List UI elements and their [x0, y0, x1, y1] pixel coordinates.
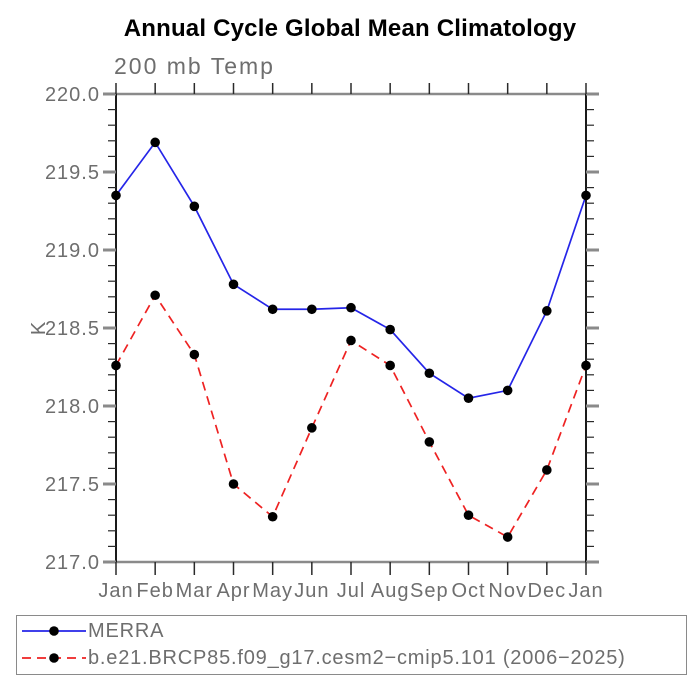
x-tick-label: Jul: [337, 580, 366, 602]
x-tick-label: Jan: [98, 580, 133, 602]
data-point-1-Dec: [542, 465, 552, 475]
data-point-1-Aug: [385, 360, 395, 371]
data-point-0-Jul: [346, 302, 356, 313]
x-tick-label: Mar: [176, 580, 213, 602]
x-tick-label: Jun: [294, 580, 329, 602]
chart-subtitle: 200 mb Temp: [114, 53, 275, 79]
data-point-0-Dec: [542, 306, 552, 316]
x-tick-label: Aug: [371, 580, 410, 602]
data-point-1-Jan: [111, 360, 121, 371]
y-tick-label: 218.0: [45, 396, 100, 418]
legend-label-model: b.e21.BRCP85.f09_g17.cesm2−cmip5.101 (20…: [88, 647, 626, 670]
x-tick-label: Feb: [136, 580, 173, 602]
legend-item-model: b.e21.BRCP85.f09_g17.cesm2−cmip5.101 (20…: [20, 645, 686, 673]
series-line-1: [115, 293, 587, 539]
legend-line-sample-solid: [22, 625, 86, 636]
data-point-1-May: [267, 511, 278, 522]
chart-title: Annual Cycle Global Mean Climatology: [123, 15, 577, 42]
data-point-0-Jan: [581, 190, 591, 201]
data-point-0-Aug: [385, 324, 395, 335]
data-point-0-Oct: [463, 393, 474, 404]
x-tick-label: Jan: [568, 580, 603, 602]
data-point-1-Nov: [502, 532, 513, 542]
data-point-0-Jan: [111, 190, 121, 201]
data-point-0-Sep: [424, 368, 435, 379]
y-tick-label: 219.5: [45, 162, 100, 184]
data-point-1-Sep: [424, 437, 435, 447]
legend-sample-marker: [49, 653, 59, 664]
x-tick-label: Dec: [528, 580, 567, 602]
x-tick-label: May: [252, 580, 293, 602]
y-tick-label: 217.0: [45, 552, 100, 574]
y-tick-label: 218.5: [45, 318, 100, 340]
legend-sample-marker: [49, 625, 59, 636]
y-axis-label: K: [28, 321, 50, 335]
data-point-1-Apr: [228, 479, 239, 489]
data-point-1-Oct: [463, 510, 474, 520]
data-point-1-Jul: [346, 335, 356, 346]
data-point-1-Feb: [150, 290, 160, 301]
legend: MERRA b.e21.BRCP85.f09_g17.cesm2−cmip5.1…: [16, 615, 687, 675]
legend-line-sample-dashed: [22, 653, 86, 664]
y-tick-label: 219.0: [45, 240, 100, 262]
y-tick-label: 217.5: [45, 474, 100, 496]
data-point-1-Mar: [189, 349, 200, 360]
legend-item-merra: MERRA: [20, 617, 686, 645]
data-point-1-Jun: [307, 423, 317, 433]
legend-label-merra: MERRA: [88, 619, 165, 642]
data-point-0-Jun: [307, 304, 317, 315]
data-point-0-Apr: [228, 279, 239, 290]
data-point-0-May: [267, 304, 278, 315]
data-point-1-Jan: [581, 360, 591, 371]
x-tick-label: Nov: [488, 580, 527, 602]
y-tick-label: 220.0: [45, 84, 100, 106]
data-point-0-Feb: [150, 137, 160, 148]
x-tick-label: Apr: [216, 580, 250, 602]
x-tick-label: Oct: [451, 580, 485, 602]
data-point-0-Nov: [502, 385, 513, 396]
data-point-0-Mar: [189, 201, 200, 212]
series-line-0: [115, 140, 587, 400]
x-tick-label: Sep: [410, 580, 449, 602]
